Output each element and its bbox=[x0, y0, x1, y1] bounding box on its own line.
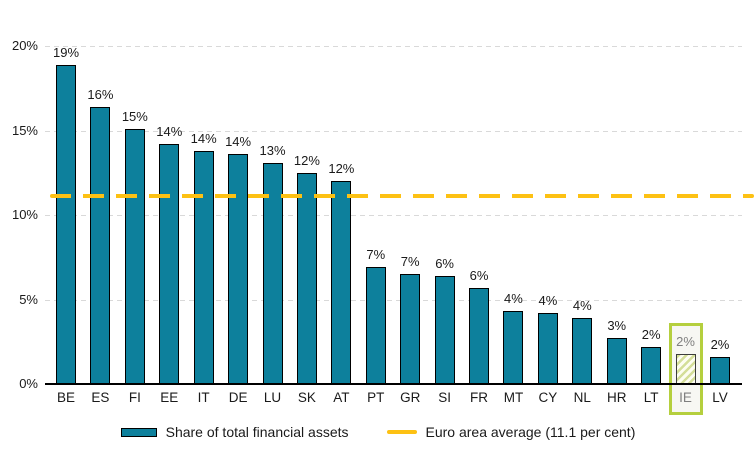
dash-swatch-icon bbox=[386, 430, 417, 434]
bar-value-label-CY: 4% bbox=[538, 293, 558, 309]
x-axis-label-SI: SI bbox=[438, 390, 451, 405]
bar-value-label-FR: 6% bbox=[469, 267, 489, 283]
x-axis-label-CY: CY bbox=[538, 390, 558, 405]
bar-ES bbox=[90, 106, 111, 384]
bar-LU bbox=[262, 162, 283, 384]
bar-FI bbox=[124, 128, 145, 384]
legend-label-average: Euro area average (11.1 per cent) bbox=[425, 424, 636, 440]
bar-NL bbox=[572, 318, 593, 384]
bar-value-label-LV: 2% bbox=[710, 336, 730, 352]
bar-value-label-SI: 6% bbox=[435, 255, 454, 271]
euro-average-line bbox=[50, 194, 754, 199]
bar-FR bbox=[469, 287, 490, 384]
bar-EE bbox=[159, 144, 180, 384]
x-axis-label-MT: MT bbox=[503, 390, 524, 405]
bar-value-label-HR: 3% bbox=[607, 318, 627, 334]
legend-item-average: Euro area average (11.1 per cent) bbox=[386, 424, 636, 440]
legend-label-bars: Share of total financial assets bbox=[165, 424, 349, 440]
x-axis-label-EE: EE bbox=[160, 390, 179, 405]
x-axis-label-GR: GR bbox=[400, 390, 421, 405]
bar-value-label-LT: 2% bbox=[641, 326, 661, 342]
x-axis-label-LT: LT bbox=[643, 390, 659, 405]
bar-value-label-LU: 13% bbox=[259, 142, 286, 158]
bar-PT bbox=[365, 267, 386, 384]
y-axis-tick-label: 10% bbox=[11, 207, 38, 222]
bar-value-label-MT: 4% bbox=[504, 291, 523, 307]
bar-value-label-BE: 19% bbox=[52, 44, 80, 60]
bar-DE bbox=[228, 154, 249, 384]
x-axis-label-SK: SK bbox=[297, 390, 316, 405]
y-axis-tick-label: 5% bbox=[19, 291, 38, 307]
gridline-10% bbox=[45, 215, 742, 216]
bar-value-label-EE: 14% bbox=[156, 124, 183, 140]
x-axis-label-BE: BE bbox=[56, 390, 75, 405]
x-axis-label-IE: IE bbox=[679, 390, 692, 405]
x-axis-label-LV: LV bbox=[712, 390, 728, 405]
x-axis-label-FR: FR bbox=[470, 390, 489, 405]
bar-value-label-FI: 15% bbox=[121, 108, 148, 124]
bar-LT bbox=[641, 346, 662, 384]
bar-value-label-SK: 12% bbox=[293, 152, 320, 168]
bar-SK bbox=[296, 172, 317, 384]
x-axis-label-ES: ES bbox=[91, 390, 110, 405]
y-axis-tick-label: 15% bbox=[11, 122, 38, 138]
bar-MT bbox=[503, 311, 524, 384]
legend: Share of total financial assets Euro are… bbox=[0, 421, 756, 443]
ireland-highlight-box bbox=[668, 323, 703, 415]
bar-IE bbox=[675, 353, 696, 384]
bar-value-label-DE: 14% bbox=[225, 134, 252, 150]
gridline-15% bbox=[45, 130, 742, 132]
bar-swatch-icon bbox=[120, 427, 157, 437]
bar-BE bbox=[56, 64, 76, 384]
x-axis-label-FI: FI bbox=[128, 390, 141, 405]
bar-AT bbox=[331, 181, 352, 384]
x-axis-label-HR: HR bbox=[606, 390, 627, 405]
plot-area: 19% 16% 15% 14% 14% 14% 13% 12% 12% 7% 7% 6% 6% 4% 4% 4… bbox=[45, 0, 754, 385]
bar-value-label-ES: 16% bbox=[87, 86, 114, 102]
x-axis-label-DE: DE bbox=[228, 390, 248, 405]
bar-value-label-AT: 12% bbox=[328, 161, 355, 177]
y-axis-tick-label: 20% bbox=[11, 38, 38, 53]
bar-LV bbox=[709, 356, 730, 384]
bar-CY bbox=[537, 313, 558, 384]
bar-value-label-IE: 2% bbox=[676, 333, 695, 349]
x-axis-label-PT: PT bbox=[367, 390, 385, 405]
bar-GR bbox=[400, 274, 421, 384]
bar-value-label-IT: 14% bbox=[190, 130, 217, 146]
gridline-20% bbox=[45, 46, 742, 47]
x-axis-label-AT: AT bbox=[333, 390, 350, 405]
bar-value-label-PT: 7% bbox=[366, 247, 386, 263]
x-axis-line bbox=[45, 383, 742, 385]
y-axis-tick-label: 0% bbox=[19, 376, 38, 391]
bar-SI bbox=[434, 275, 455, 384]
x-axis-label-LU: LU bbox=[263, 390, 282, 405]
gridline-5% bbox=[45, 299, 742, 301]
x-axis-label-IT: IT bbox=[197, 390, 210, 405]
x-axis-label-NL: NL bbox=[573, 390, 591, 405]
bar-IT bbox=[193, 150, 214, 384]
bar-value-label-NL: 4% bbox=[572, 298, 592, 314]
legend-item-bars: Share of total financial assets bbox=[120, 424, 349, 440]
bar-HR bbox=[606, 338, 627, 384]
bar-value-label-GR: 7% bbox=[400, 254, 420, 270]
